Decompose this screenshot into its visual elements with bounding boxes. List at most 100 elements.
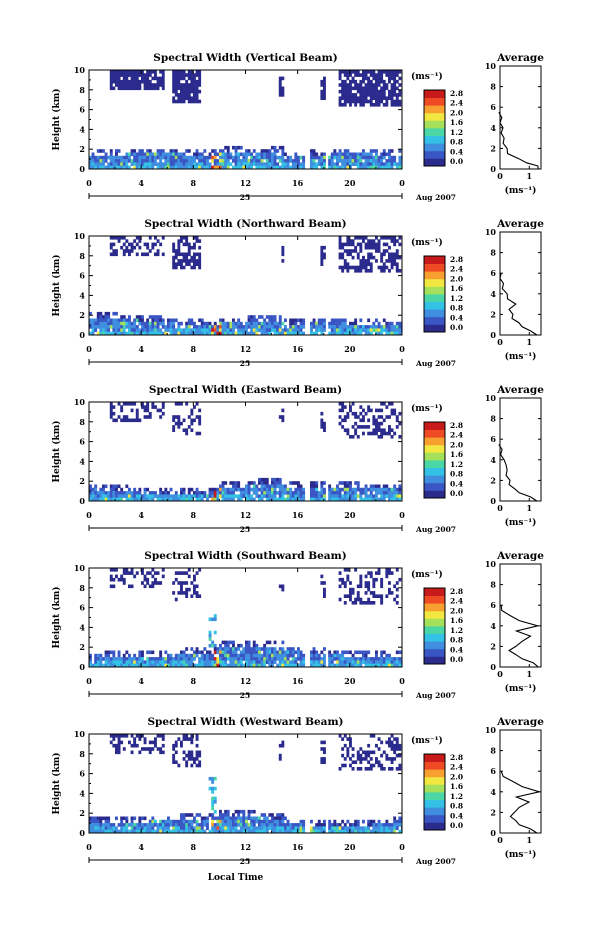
y-tick-label: 2 — [79, 310, 85, 320]
colorbar-tick: 0.4 — [450, 147, 463, 156]
panel-title: Spectral Width (Northward Beam) — [144, 218, 346, 230]
panel-5: Spectral Width (Westward Beam)0246810Hei… — [51, 716, 544, 866]
avg-y-tick: 8 — [490, 248, 496, 258]
colorbar-segment — [424, 294, 445, 302]
avg-y-tick: 8 — [490, 580, 496, 590]
average-frame — [499, 231, 542, 336]
colorbar-segment — [424, 588, 445, 596]
avg-y-tick: 10 — [485, 393, 497, 403]
colorbar-segment — [424, 452, 445, 461]
colorbar-tick: 2.4 — [450, 597, 463, 606]
avg-x-tick: 1 — [526, 337, 532, 347]
y-tick-label: 8 — [79, 749, 85, 759]
avg-y-tick: 0 — [490, 496, 496, 506]
colorbar-frame — [423, 421, 446, 499]
avg-x-label: (ms⁻¹) — [505, 351, 537, 362]
avg-x-label: (ms⁻¹) — [505, 849, 537, 860]
colorbar-tick: 2.4 — [450, 431, 463, 440]
x-tick-label: 16 — [292, 344, 304, 354]
colorbar-segment — [424, 610, 445, 619]
colorbar-tick: 2.4 — [450, 99, 463, 108]
colorbar-tick: 0.8 — [450, 802, 463, 811]
colorbar-segment — [424, 776, 445, 785]
x-tick-label: 12 — [240, 344, 251, 354]
day-label: 25 — [240, 193, 250, 202]
x-tick-label: 16 — [292, 178, 304, 188]
y-tick-label: 2 — [79, 144, 85, 154]
panel-title: Spectral Width (Westward Beam) — [147, 716, 343, 728]
colorbar-tick: 2.0 — [450, 606, 463, 615]
y-tick-label: 8 — [79, 251, 85, 261]
x-tick-label: 8 — [191, 676, 197, 686]
colorbar-tick: 0.8 — [450, 470, 463, 479]
avg-y-tick: 2 — [490, 143, 496, 153]
colorbar-tick: 1.2 — [450, 626, 463, 635]
date-label: Aug 2007 — [415, 193, 456, 202]
x-axis-label: Local Time — [208, 873, 264, 883]
x-tick-label: 0 — [86, 510, 92, 520]
colorbar-tick: 0.8 — [450, 636, 463, 645]
avg-y-tick: 6 — [490, 766, 496, 776]
y-tick-label: 4 — [79, 124, 85, 134]
colorbar-tick: 2.4 — [450, 265, 463, 274]
colorbar-segment — [424, 769, 445, 778]
colorbar-segment — [424, 143, 445, 152]
y-tick-label: 4 — [79, 456, 85, 466]
colorbar-segment — [424, 256, 445, 264]
y-tick-label: 8 — [79, 583, 85, 593]
y-axis-label: Height (km) — [51, 88, 62, 150]
avg-y-tick: 2 — [490, 641, 496, 651]
colorbar-segment — [424, 475, 445, 484]
x-tick-label: 12 — [240, 510, 251, 520]
colorbar-tick: 1.6 — [450, 118, 463, 127]
x-tick-label: 0 — [399, 842, 405, 852]
average-frame — [499, 729, 542, 834]
avg-y-tick: 4 — [490, 455, 496, 465]
date-label: Aug 2007 — [415, 359, 456, 368]
average-frame — [499, 397, 542, 502]
colorbar-segment — [424, 316, 445, 325]
colorbar-segment — [424, 603, 445, 612]
colorbar-tick: 2.8 — [450, 753, 463, 762]
panel-1: Spectral Width (Vertical Beam)0246810Hei… — [51, 52, 544, 202]
avg-x-tick: 0 — [497, 337, 503, 347]
colorbar-unit: (ms⁻¹) — [411, 403, 443, 414]
y-tick-label: 10 — [74, 231, 86, 241]
y-tick-label: 8 — [79, 417, 85, 427]
avg-y-tick: 4 — [490, 787, 496, 797]
colorbar-tick: 1.6 — [450, 450, 463, 459]
heatmap-cells — [89, 568, 402, 667]
x-tick-label: 8 — [191, 344, 197, 354]
x-tick-label: 0 — [86, 676, 92, 686]
colorbar-segment — [424, 97, 445, 106]
avg-y-tick: 0 — [490, 330, 496, 340]
avg-y-tick: 4 — [490, 289, 496, 299]
y-tick-label: 0 — [79, 164, 85, 174]
y-tick-label: 0 — [79, 496, 85, 506]
avg-y-tick: 6 — [490, 268, 496, 278]
colorbar-segment — [424, 633, 445, 642]
x-tick-label: 4 — [138, 344, 144, 354]
x-tick-label: 16 — [292, 676, 304, 686]
y-tick-label: 6 — [79, 105, 85, 115]
colorbar-segment — [424, 444, 445, 453]
avg-y-tick: 6 — [490, 600, 496, 610]
panel-title: Spectral Width (Eastward Beam) — [149, 384, 342, 396]
y-tick-label: 8 — [79, 85, 85, 95]
colorbar-segment — [424, 490, 445, 499]
x-tick-label: 8 — [191, 510, 197, 520]
colorbar-segment — [424, 309, 445, 318]
colorbar-segment — [424, 618, 445, 627]
colorbar-tick: 0.8 — [450, 304, 463, 313]
colorbar-tick: 2.0 — [450, 440, 463, 449]
x-tick-label: 20 — [344, 510, 356, 520]
colorbar-segment — [424, 429, 445, 438]
y-tick-label: 6 — [79, 603, 85, 613]
y-axis-label: Height (km) — [51, 254, 62, 316]
colorbar-segment — [424, 112, 445, 121]
colorbar-segment — [424, 792, 445, 800]
colorbar-tick: 0.0 — [450, 655, 463, 664]
x-tick-label: 16 — [292, 510, 304, 520]
x-tick-label: 20 — [344, 842, 356, 852]
average-profile-line — [498, 444, 538, 502]
